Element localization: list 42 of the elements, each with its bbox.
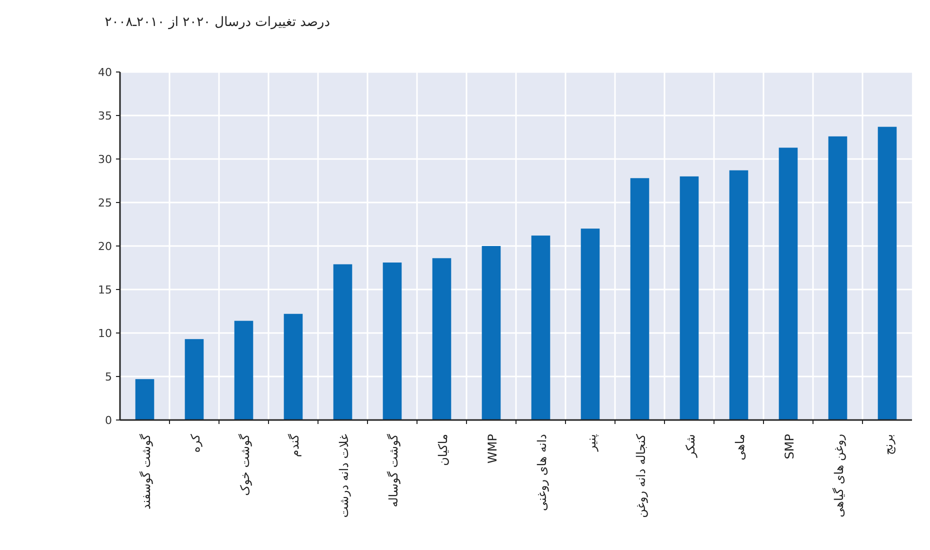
x-tick-label: ماهی: [732, 434, 747, 460]
y-tick-label: 20: [98, 240, 112, 253]
x-tick-label: گوشت گوسفند: [138, 434, 153, 510]
y-tick-label: 10: [98, 327, 112, 340]
bar: [630, 178, 650, 420]
x-tick-label: پنیر: [584, 434, 598, 452]
bar: [184, 339, 204, 420]
x-tick-label: کنجاله دانه روغن: [634, 434, 648, 518]
x-tick-label: شکر: [683, 434, 698, 458]
y-tick-label: 30: [98, 153, 112, 166]
bar: [482, 246, 501, 420]
bar: [680, 176, 699, 420]
x-tick-label: روغن های گیاهی: [832, 434, 846, 518]
y-tick-label: 15: [98, 284, 112, 296]
bar: [333, 264, 352, 420]
x-tick-label: گوشت خوک: [238, 434, 252, 496]
bar: [135, 379, 154, 420]
x-tick-label: دانه های روغنی: [534, 434, 549, 511]
bar: [531, 236, 550, 420]
bar: [878, 126, 897, 420]
x-tick-label: WMP: [485, 434, 500, 464]
x-tick-label: ماکیان: [436, 434, 450, 466]
bar: [580, 228, 600, 420]
bar: [284, 314, 303, 420]
bar: [234, 320, 254, 420]
x-tick-label: گوشت گوساله: [386, 434, 400, 508]
x-tick-label: گندم: [287, 434, 302, 458]
x-tick-label: SMP: [782, 434, 796, 460]
y-tick-label: 5: [105, 370, 112, 384]
bar: [828, 136, 848, 420]
x-tick-label: غلات دانه درشت: [336, 434, 351, 518]
y-tick-label: 40: [98, 66, 112, 79]
x-tick-label: برنج: [881, 434, 896, 456]
bar: [382, 262, 402, 420]
bar: [778, 148, 798, 420]
bar: [432, 258, 452, 420]
bar: [729, 170, 748, 420]
x-tick-label: کره: [188, 434, 202, 453]
chart-title: درصد تغییرات درسال ۲۰۲۰ از ۲۰۱۰ـ۲۰۰۸: [104, 15, 330, 30]
y-tick-label: 35: [98, 110, 112, 122]
y-tick-label: 25: [98, 196, 112, 210]
y-tick-label: 0: [105, 414, 112, 427]
